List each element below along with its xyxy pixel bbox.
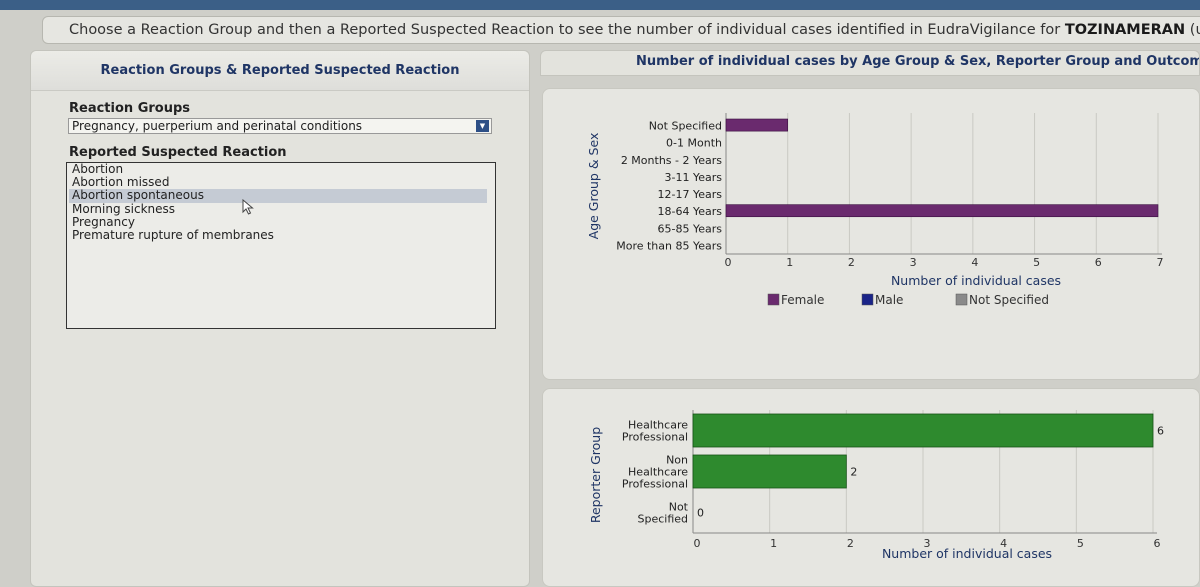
reaction-option[interactable]: Abortion: [72, 162, 124, 176]
top-tab-strip: [0, 0, 1200, 10]
reaction-listbox[interactable]: Abortion Abortion missed Abortion spontane…: [66, 162, 496, 329]
legend-label: Not Specified: [969, 293, 1049, 307]
reporter-bar: [692, 454, 847, 489]
reporter-category-label: Healthcare: [628, 466, 688, 479]
x-tick-label: 4: [971, 256, 978, 269]
product-name: TOZINAMERAN: [1064, 22, 1186, 38]
x-tick-label: 5: [1077, 537, 1084, 550]
reporter-category-label: Specified: [637, 513, 688, 526]
chevron-down-icon[interactable]: ▼: [476, 120, 489, 132]
legend-swatch: [955, 293, 968, 306]
age-category-label: 2 Months - 2 Years: [621, 154, 722, 167]
age-category-label: 12-17 Years: [658, 188, 723, 201]
bar-female: [725, 204, 1159, 218]
age-category-label: 18-64 Years: [658, 205, 723, 218]
y-axis-title: Reporter Group: [588, 427, 603, 523]
age-category-label: 3-11 Years: [665, 171, 723, 184]
legend-label: Male: [875, 293, 903, 307]
x-tick-label: 6: [1095, 256, 1102, 269]
age-category-label: 65-85 Years: [658, 222, 723, 235]
reaction-panel-title: Reaction Groups & Reported Suspected Rea…: [31, 51, 529, 91]
legend-swatch: [767, 293, 780, 306]
legend-label: Female: [781, 293, 824, 307]
reported-reaction-label: Reported Suspected Reaction: [69, 145, 287, 160]
right-panel-title: Number of individual cases by Age Group …: [540, 50, 1200, 76]
reaction-group-value: Pregnancy, puerperium and perinatal cond…: [72, 119, 363, 133]
bar-female: [725, 118, 789, 132]
legend-swatch: [861, 293, 874, 306]
x-tick-label: 6: [1154, 537, 1161, 550]
age-category-label: More than 85 Years: [616, 239, 722, 252]
x-tick-label: 3: [924, 537, 931, 550]
x-axis-title: Number of individual cases: [891, 273, 1061, 288]
bar-data-label: 0: [697, 507, 704, 520]
x-tick-label: 7: [1157, 256, 1164, 269]
x-tick-label: 3: [910, 256, 917, 269]
reaction-group-select[interactable]: Pregnancy, puerperium and perinatal cond…: [68, 118, 492, 134]
x-axis-title: Number of individual cases: [882, 546, 1052, 561]
reporter-category-label: Non: [666, 454, 688, 467]
age-sex-chart-panel: [542, 88, 1200, 380]
y-axis-title: Age Group & Sex: [586, 133, 601, 240]
instruction-bar: Choose a Reaction Group and then a Repor…: [42, 16, 1200, 44]
reporter-category-label: Healthcare: [628, 419, 688, 432]
x-tick-label: 0: [725, 256, 732, 269]
x-tick-label: 2: [848, 256, 855, 269]
x-tick-label: 1: [770, 537, 777, 550]
x-tick-label: 4: [1000, 537, 1007, 550]
reporter-bar: [692, 413, 1154, 448]
x-tick-label: 1: [786, 256, 793, 269]
instruction-text: Choose a Reaction Group and then a Repor…: [69, 22, 1065, 38]
reaction-option[interactable]: Abortion missed: [72, 175, 170, 190]
bar-data-label: 6: [1157, 425, 1164, 438]
reaction-option[interactable]: Morning sickness: [72, 201, 176, 216]
reaction-option[interactable]: Pregnancy: [72, 214, 135, 229]
reporter-category-label: Professional: [622, 431, 688, 444]
reaction-groups-label: Reaction Groups: [69, 101, 190, 116]
x-tick-label: 5: [1033, 256, 1040, 269]
bar-data-label: 2: [850, 466, 857, 479]
age-category-label: 0-1 Month: [666, 137, 722, 150]
mouse-cursor-icon: [242, 199, 254, 215]
date-range: (up to 30/01/202: [1189, 22, 1200, 38]
reporter-category-label: Professional: [622, 478, 688, 491]
x-tick-label: 0: [694, 537, 701, 550]
age-category-label: Not Specified: [649, 120, 722, 133]
x-tick-label: 2: [847, 537, 854, 550]
reporter-category-label: Not: [669, 501, 689, 514]
reaction-option[interactable]: Premature rupture of membranes: [72, 227, 274, 242]
reaction-option[interactable]: Abortion spontaneous: [69, 189, 487, 203]
